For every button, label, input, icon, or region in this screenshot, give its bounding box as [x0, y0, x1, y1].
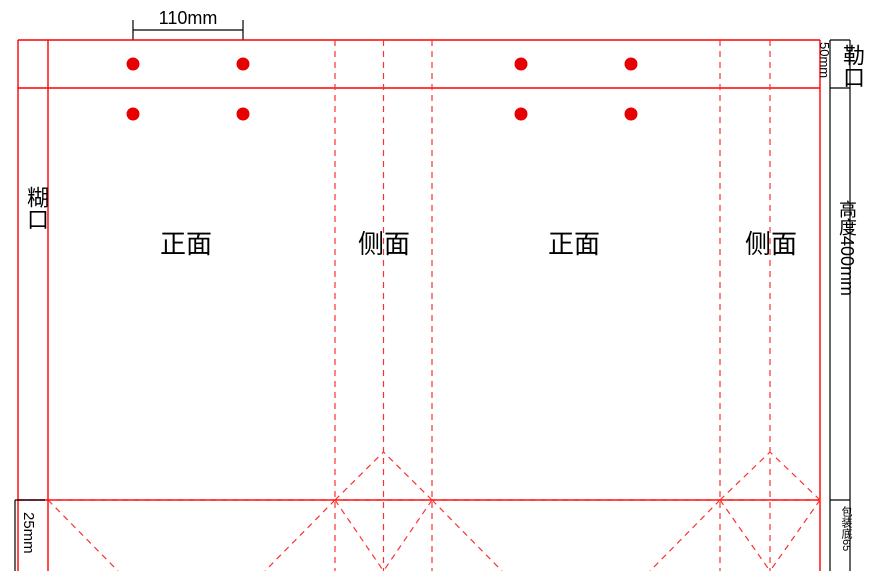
dieline-svg [0, 0, 871, 571]
front-panel-a-label: 正面 [160, 224, 212, 261]
side-panel-a-label: 侧面 [358, 224, 410, 261]
bottom-left-dim-label: 25mm [20, 512, 37, 554]
top-dimension-label: 110mm [150, 8, 226, 29]
top-flap-right-label: 勒口 [836, 44, 868, 88]
bottom-right-small-label: 包装底65 [838, 506, 854, 551]
body-height-label: 高度400mm [834, 200, 860, 296]
front-panel-b-label: 正面 [548, 224, 600, 261]
side-panel-b-label: 侧面 [745, 224, 797, 261]
glue-flap-label: 糊口 [20, 186, 52, 230]
flap-height-label: 50mm [817, 42, 832, 78]
dieline-diagram: 110mm 糊口 正面 侧面 正面 侧面 勒口 50mm 高度400mm 25m… [0, 0, 871, 571]
